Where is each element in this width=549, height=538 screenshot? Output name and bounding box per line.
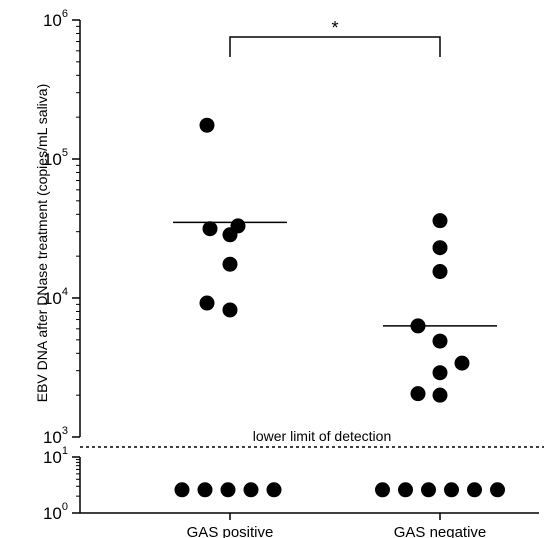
y-tick-base: 10 <box>43 150 62 169</box>
below-detection-point <box>444 482 459 498</box>
data-point <box>432 264 448 280</box>
data-point <box>222 227 238 243</box>
lower-tick-exponent: 1 <box>62 445 68 457</box>
y-tick-label-3: 103 <box>43 425 68 447</box>
lower-tick-label-1: 100 <box>43 501 68 523</box>
below-detection-point <box>375 482 390 498</box>
y-tick-base: 10 <box>43 428 62 447</box>
data-point <box>199 295 215 311</box>
below-detection-point <box>490 482 505 498</box>
x-tick-label: GAS negative <box>394 524 487 538</box>
significance-bracket-line <box>229 36 441 57</box>
data-point <box>432 387 448 403</box>
y-tick-base: 10 <box>43 11 62 30</box>
data-points <box>174 117 505 498</box>
data-point <box>432 213 448 229</box>
median-lines <box>173 221 497 327</box>
significance-bracket: * <box>229 18 441 57</box>
below-detection-point <box>220 482 236 498</box>
y-tick-label-1: 105 <box>43 147 68 169</box>
y-tick-label-2: 104 <box>43 286 68 308</box>
lower-tick-base: 10 <box>43 504 62 523</box>
y-tick-base: 10 <box>43 289 62 308</box>
below-detection-point <box>197 482 213 498</box>
data-point <box>432 240 448 256</box>
significance-marker: * <box>331 18 338 38</box>
y-tick-exponent: 4 <box>62 286 68 298</box>
data-point <box>222 302 238 318</box>
detection-limit-label: lower limit of detection <box>253 428 392 444</box>
data-point <box>199 117 215 133</box>
below-detection-point <box>243 482 259 498</box>
data-point <box>410 386 426 402</box>
y-axis-label: EBV DNA after DNase treatment (copies/mL… <box>34 84 50 403</box>
y-tick-exponent: 6 <box>62 8 68 20</box>
detection-limit: lower limit of detection <box>80 428 544 448</box>
below-detection-point <box>266 482 282 498</box>
below-detection-point <box>174 482 190 498</box>
y-tick-exponent: 3 <box>62 425 68 437</box>
y-tick-exponent: 5 <box>62 147 68 159</box>
lower-tick-exponent: 0 <box>62 501 68 513</box>
below-detection-point <box>467 482 482 498</box>
data-point <box>202 221 218 237</box>
data-point <box>222 256 238 272</box>
data-point <box>432 365 448 381</box>
data-point <box>432 333 448 349</box>
x-axis: GAS positive GAS negative <box>80 512 539 538</box>
below-detection-point <box>398 482 413 498</box>
x-tick-label: GAS positive <box>187 524 274 538</box>
below-detection-point <box>421 482 436 498</box>
data-point <box>454 355 470 371</box>
lower-tick-base: 10 <box>43 448 62 467</box>
y-tick-label-0: 106 <box>43 8 68 30</box>
lower-tick-label-0: 101 <box>43 445 68 467</box>
